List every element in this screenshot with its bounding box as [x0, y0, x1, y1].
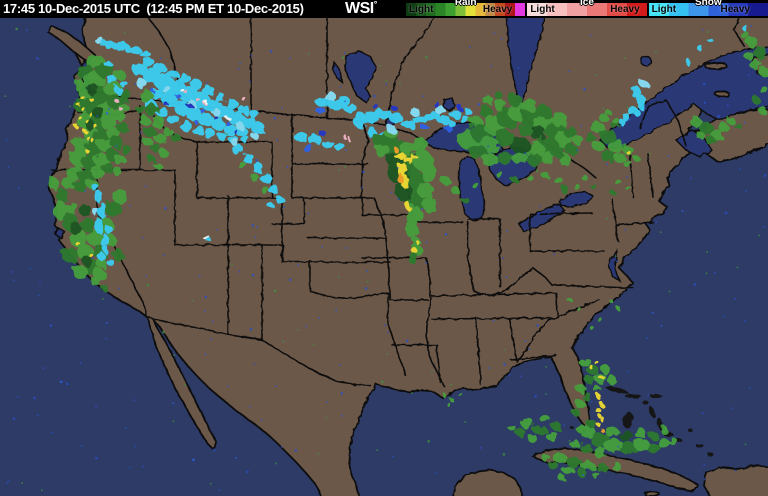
- legend-label-rain: Rain: [454, 0, 477, 8]
- lake-michigan: [458, 155, 486, 222]
- legend-gradient-snow: [648, 3, 768, 16]
- prince-edward-island: [714, 90, 730, 98]
- wsi-logo: WSI°: [345, 0, 377, 18]
- wsi-logo-degree: °: [373, 0, 378, 9]
- bay-of-fundy: [674, 129, 713, 158]
- james-bay: [505, 18, 545, 111]
- legend-label-ice: Ice: [580, 0, 594, 8]
- borders-layer: [51, 18, 745, 387]
- legend-item-snow: Snow Light Heavy: [648, 0, 768, 18]
- jamaica: [644, 490, 660, 496]
- legend-item-rain: Rain Light Heavy: [406, 0, 526, 18]
- header-bar: 17:45 10-Dec-2015 UTC (12:45 PM ET 10-De…: [0, 0, 768, 18]
- anticosti-island: [704, 62, 728, 70]
- legend-heavy-label: Heavy: [482, 4, 513, 15]
- lake-manitoba: [332, 60, 343, 84]
- timestamp: 17:45 10-Dec-2015 UTC (12:45 PM ET 10-De…: [3, 1, 304, 16]
- hispaniola: [703, 464, 768, 496]
- radar-map: [0, 18, 768, 496]
- map-svg: [0, 18, 768, 496]
- legend-heavy-label: Heavy: [610, 4, 640, 15]
- lac-st-jean: [640, 55, 652, 67]
- legend-gradient-rain: [406, 3, 526, 16]
- legend-heavy-label: Heavy: [720, 4, 750, 15]
- legend-light-label: Light: [409, 4, 434, 15]
- yucatan: [452, 469, 524, 496]
- legend-light-label: Light: [530, 4, 555, 15]
- andros-island: [622, 412, 634, 428]
- legend-item-ice: Ice Light Heavy: [527, 0, 647, 18]
- chesapeake-bay: [607, 248, 622, 283]
- precip-legend: Rain Light Heavy Ice Light Heavy Snow Light Heav…: [406, 0, 768, 18]
- wsi-logo-text: WSI: [345, 0, 374, 17]
- lake-ontario: [558, 190, 595, 208]
- florida-keys: [570, 426, 574, 430]
- legend-light-label: Light: [651, 4, 677, 15]
- san-francisco-bay: [54, 225, 65, 241]
- legend-label-snow: Snow: [694, 0, 722, 8]
- lake-nipigon: [442, 97, 456, 112]
- lake-winnipeg: [344, 50, 377, 104]
- radar-layer: [49, 25, 768, 481]
- legend-gradient-ice: [527, 3, 647, 16]
- radar-noise-layer: [4, 25, 767, 492]
